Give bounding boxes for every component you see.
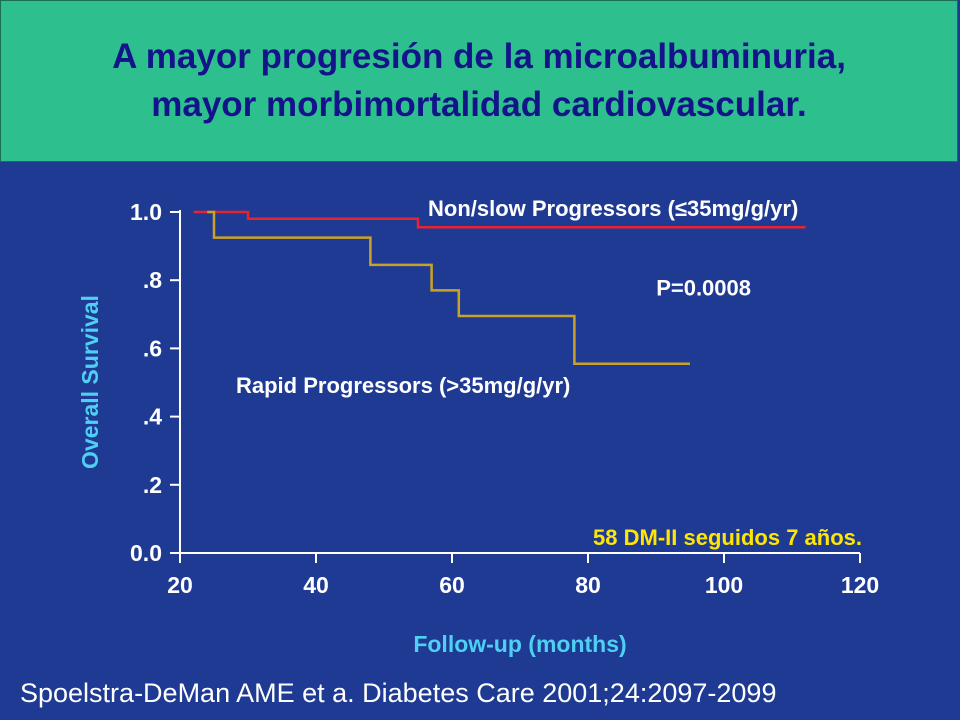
- y-tick-label: 0.0: [130, 540, 162, 566]
- x-axis-title: Follow-up (months): [413, 631, 626, 657]
- series-label-rapid-progressors: Rapid Progressors (>35mg/g/yr): [236, 373, 570, 398]
- title-line-1: A mayor progresión de la microalbuminuri…: [112, 37, 846, 76]
- y-tick-label: .4: [143, 404, 162, 430]
- study-note: 58 DM-II seguidos 7 años.: [593, 525, 862, 550]
- series-line-slow-progressors: [193, 210, 806, 229]
- x-tick-label: 60: [439, 572, 465, 598]
- series-line-rapid-progressors: [207, 210, 690, 365]
- y-tick-label: 1.0: [130, 199, 162, 225]
- x-tick-label: 40: [303, 572, 329, 598]
- x-tick-label: 20: [167, 572, 193, 598]
- p-value-label: P=0.0008: [656, 276, 751, 301]
- x-tick-label: 80: [575, 572, 601, 598]
- citation: Spoelstra-DeMan AME et a. Diabetes Care …: [20, 678, 777, 708]
- y-tick-label: .8: [143, 267, 162, 293]
- y-tick-label: .2: [143, 472, 162, 498]
- y-axis-title: Overall Survival: [77, 295, 103, 469]
- y-tick-label: .6: [143, 335, 162, 361]
- series-label-slow-progressors: Non/slow Progressors (≤35mg/g/yr): [428, 196, 798, 221]
- title-line-2: mayor morbimortalidad cardiovascular.: [151, 85, 807, 124]
- x-tick-label: 100: [705, 572, 743, 598]
- x-tick-label: 120: [841, 572, 879, 598]
- title-banner: A mayor progresión de la microalbuminuri…: [0, 0, 958, 162]
